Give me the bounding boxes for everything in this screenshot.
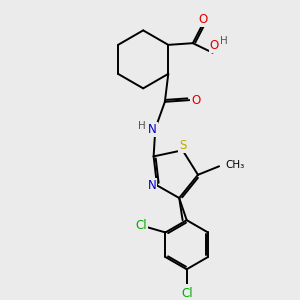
Text: H: H — [220, 37, 227, 46]
Text: O: O — [210, 39, 219, 52]
Text: O: O — [192, 94, 201, 106]
Text: O: O — [198, 13, 208, 26]
Text: H: H — [139, 122, 146, 131]
Text: Cl: Cl — [135, 219, 147, 232]
Text: N: N — [148, 179, 156, 192]
Text: N: N — [148, 123, 157, 136]
Text: Cl: Cl — [181, 287, 193, 300]
Text: CH₃: CH₃ — [225, 160, 244, 170]
Text: S: S — [179, 139, 186, 152]
